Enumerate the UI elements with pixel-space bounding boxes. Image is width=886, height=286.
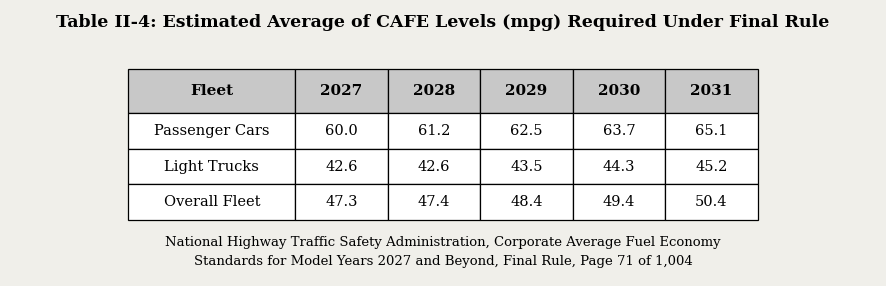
Text: 60.0: 60.0: [325, 124, 358, 138]
Text: 62.5: 62.5: [510, 124, 542, 138]
Text: 2031: 2031: [690, 84, 733, 98]
Text: Light Trucks: Light Trucks: [165, 160, 260, 174]
Text: Passenger Cars: Passenger Cars: [154, 124, 269, 138]
Text: Table II-4: Estimated Average of CAFE Levels (mpg) Required Under Final Rule: Table II-4: Estimated Average of CAFE Le…: [57, 14, 829, 31]
Text: 42.6: 42.6: [325, 160, 358, 174]
Bar: [665, 69, 758, 113]
Bar: [665, 113, 758, 149]
Text: 43.5: 43.5: [510, 160, 542, 174]
Bar: [480, 69, 572, 113]
Bar: [295, 113, 388, 149]
Bar: [572, 149, 665, 184]
Bar: [480, 149, 572, 184]
Text: 47.3: 47.3: [325, 195, 358, 209]
Bar: [572, 113, 665, 149]
Text: 49.4: 49.4: [602, 195, 635, 209]
Bar: [572, 69, 665, 113]
Text: 2027: 2027: [320, 84, 362, 98]
Text: 61.2: 61.2: [417, 124, 450, 138]
Bar: [480, 184, 572, 220]
Text: 50.4: 50.4: [695, 195, 727, 209]
Bar: [388, 69, 480, 113]
Text: Overall Fleet: Overall Fleet: [164, 195, 260, 209]
Bar: [295, 184, 388, 220]
Bar: [295, 149, 388, 184]
Text: 65.1: 65.1: [696, 124, 727, 138]
Text: 42.6: 42.6: [417, 160, 450, 174]
Bar: [480, 113, 572, 149]
Bar: [128, 184, 295, 220]
Bar: [295, 69, 388, 113]
Bar: [572, 184, 665, 220]
Text: 45.2: 45.2: [696, 160, 727, 174]
Text: 2028: 2028: [413, 84, 455, 98]
Text: 63.7: 63.7: [602, 124, 635, 138]
Bar: [388, 113, 480, 149]
Text: National Highway Traffic Safety Administration, Corporate Average Fuel Economy
S: National Highway Traffic Safety Administ…: [165, 236, 721, 268]
Bar: [128, 113, 295, 149]
Text: 2029: 2029: [505, 84, 548, 98]
Text: 47.4: 47.4: [417, 195, 450, 209]
Bar: [665, 149, 758, 184]
Bar: [665, 184, 758, 220]
Text: 48.4: 48.4: [510, 195, 542, 209]
Text: Fleet: Fleet: [190, 84, 233, 98]
Text: 44.3: 44.3: [602, 160, 635, 174]
Bar: [388, 184, 480, 220]
Bar: [128, 149, 295, 184]
Bar: [128, 69, 295, 113]
Text: 2030: 2030: [598, 84, 640, 98]
Bar: [388, 149, 480, 184]
